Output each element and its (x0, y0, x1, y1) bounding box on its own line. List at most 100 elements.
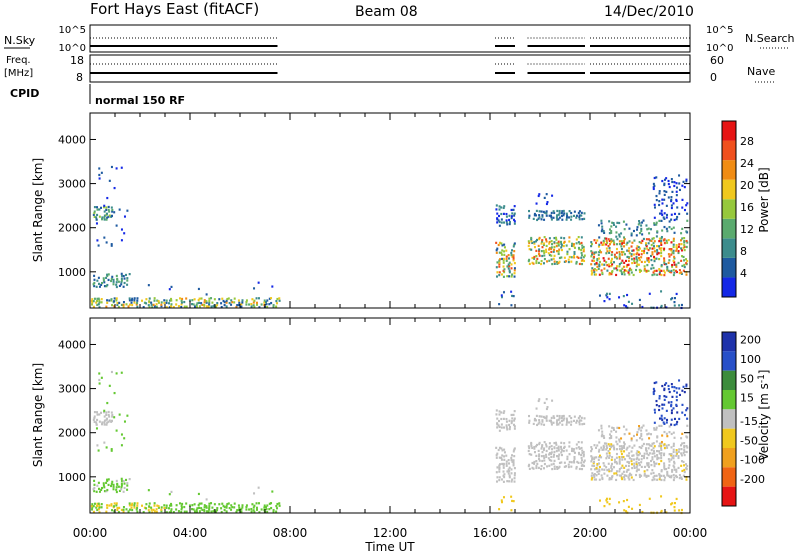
velocity-cell (106, 488, 109, 492)
velocity-cell (628, 472, 631, 475)
nsearch-label: N.Search (745, 32, 795, 45)
power-cell (595, 261, 598, 265)
power-cell (91, 301, 94, 304)
velocity-cell (652, 391, 655, 394)
velocity-cell (610, 464, 613, 467)
velocity-cell (658, 417, 661, 420)
velocity-cell (98, 420, 101, 423)
power-cell (98, 285, 101, 288)
power-cell (593, 270, 596, 274)
power-cell (540, 250, 543, 253)
power-cell (670, 204, 673, 207)
velocity-cell (548, 447, 551, 450)
power-cell (108, 214, 111, 217)
velocity-cell (163, 506, 166, 510)
velocity-cell (111, 509, 114, 512)
velocity-cell (685, 467, 688, 470)
power-cell (580, 241, 583, 245)
power-cell (110, 243, 113, 246)
power-cell (672, 237, 675, 240)
velocity-cell (635, 470, 638, 473)
power-frame (89, 112, 691, 309)
velocity-cell (647, 465, 650, 469)
velocity-cell (540, 455, 543, 458)
velocity-cell (597, 458, 600, 462)
power-cell (678, 188, 681, 192)
velocity-cell (512, 459, 515, 462)
colorbar-frame (721, 120, 737, 298)
velocity-cell (601, 468, 604, 471)
power-cell (150, 303, 153, 306)
velocity-cell (498, 429, 501, 432)
power-cell (180, 305, 183, 309)
velocity-cell (618, 462, 621, 465)
velocity-cell (598, 441, 601, 444)
velocity-cell (503, 448, 506, 451)
power-cell (651, 253, 654, 256)
velocity-cell (126, 488, 129, 491)
power-cell (120, 303, 123, 307)
power-cell (502, 275, 505, 278)
power-cell (637, 248, 640, 252)
velocity-cell (607, 443, 610, 446)
velocity-cell (680, 444, 683, 447)
power-cell (251, 298, 254, 301)
power-cell (535, 240, 538, 243)
velocity-cell (533, 445, 536, 449)
power-cell (675, 292, 678, 296)
power-cell (122, 305, 125, 308)
velocity-cell (497, 419, 500, 423)
velocity-cell (600, 474, 603, 477)
velocity-cell (241, 506, 244, 509)
power-cell (680, 243, 683, 246)
power-cell (612, 223, 615, 226)
power-cell (165, 299, 168, 302)
velocity-cell (673, 476, 676, 479)
velocity-cell (96, 508, 99, 512)
power-cell (575, 260, 578, 264)
velocity-cell (648, 444, 651, 447)
velocity-cell (528, 467, 531, 471)
velocity-cell (98, 490, 101, 493)
velocity-cell (575, 443, 578, 446)
velocity-cell (603, 472, 606, 475)
power-cell (655, 176, 658, 179)
power-cell (120, 239, 123, 242)
velocity-cell (541, 445, 544, 448)
velocity-cell (615, 430, 618, 433)
velocity-cell (143, 506, 146, 509)
velocity-cell (498, 425, 501, 429)
power-cell (98, 177, 101, 180)
colorbar-tick-label: 50 (740, 372, 754, 385)
power-cell (683, 244, 686, 247)
power-cell (560, 214, 563, 218)
power-cell (498, 220, 501, 224)
velocity-cell (643, 452, 646, 455)
velocity-cell (107, 413, 110, 417)
velocity-cell (663, 446, 666, 450)
velocity-cell (672, 431, 675, 434)
velocity-cell (663, 452, 666, 455)
velocity-cell (545, 443, 548, 446)
power-cell (672, 239, 675, 242)
velocity-cell (530, 441, 533, 445)
power-cell (652, 237, 655, 240)
power-cell (660, 241, 663, 245)
velocity-cell (556, 423, 559, 426)
velocity-cell (636, 457, 639, 460)
velocity-cell (610, 430, 613, 433)
velocity-cell (548, 464, 551, 467)
power-cell (675, 218, 678, 221)
velocity-cell (633, 444, 636, 447)
power-cell (532, 262, 535, 265)
power-cell (620, 271, 623, 274)
velocity-cell (658, 476, 661, 479)
velocity-cell (548, 452, 551, 455)
velocity-cell (680, 477, 683, 480)
power-cell (598, 263, 601, 266)
velocity-cell (683, 446, 686, 449)
colorbar-tick-label: 15 (740, 392, 754, 405)
velocity-cell (563, 417, 566, 420)
velocity-cell (626, 469, 629, 472)
